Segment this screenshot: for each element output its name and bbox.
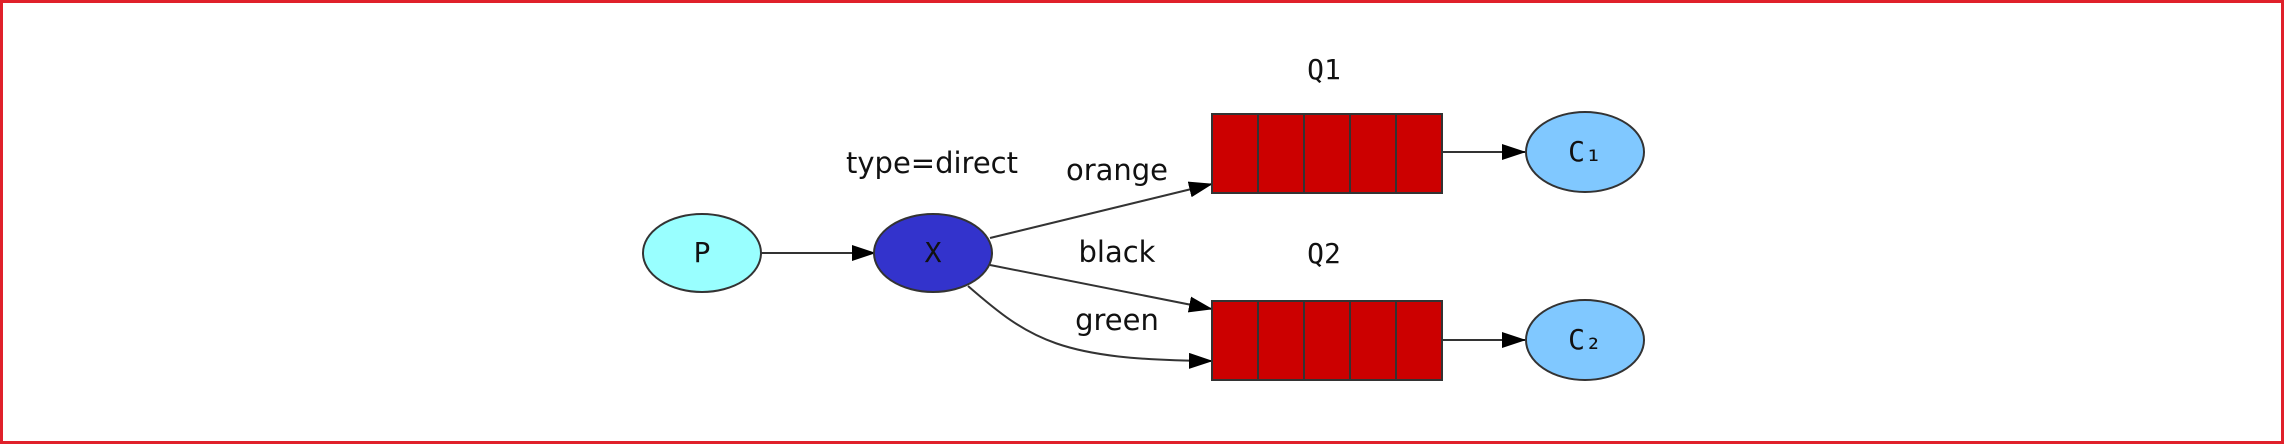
edge-green-label: green xyxy=(1075,303,1159,337)
producer-label: P xyxy=(694,236,711,269)
producer-node: P xyxy=(642,213,762,293)
queue1-node xyxy=(1211,113,1443,194)
queue1-label: Q1 xyxy=(1307,53,1341,86)
exchange-node: X xyxy=(873,213,993,293)
exchange-label: X xyxy=(925,236,942,269)
edge-green xyxy=(967,285,1213,369)
queue2-label: Q2 xyxy=(1307,237,1341,270)
edge-orange-label: orange xyxy=(1066,153,1168,187)
edge-orange xyxy=(989,181,1213,239)
consumer2-node: C₂ xyxy=(1525,299,1645,381)
consumer1-node: C₁ xyxy=(1525,111,1645,193)
consumer1-label: C₁ xyxy=(1568,135,1602,168)
edge-black xyxy=(989,264,1213,313)
exchange-type-label: type=direct xyxy=(846,146,1018,180)
consumer2-label: C₂ xyxy=(1568,323,1602,356)
routing-diagram: P X type=direct orange black green Q1 Q2… xyxy=(642,53,1645,381)
edge-black-label: black xyxy=(1079,235,1156,269)
queue2-node xyxy=(1211,300,1443,381)
